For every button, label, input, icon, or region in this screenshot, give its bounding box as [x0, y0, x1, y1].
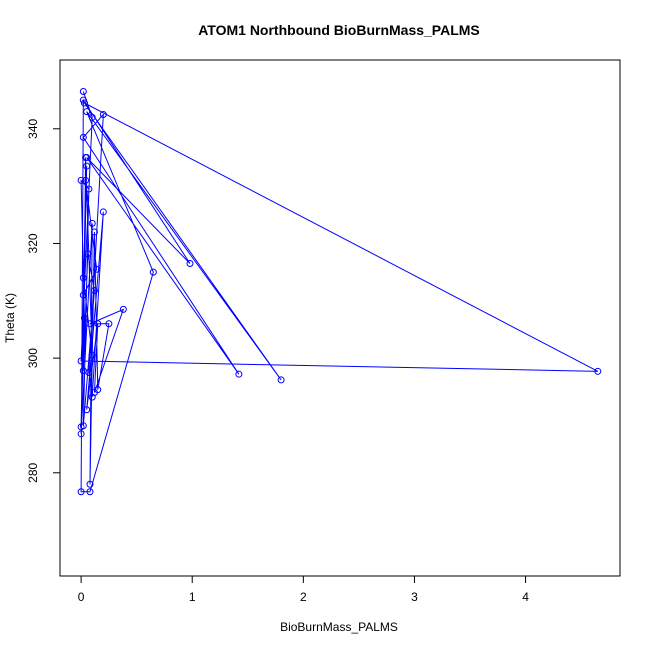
data-point — [86, 320, 94, 328]
data-point — [79, 133, 87, 141]
y-tick-label: 340 — [26, 118, 40, 138]
data-point — [235, 370, 243, 378]
data-point — [93, 265, 101, 273]
data-point — [277, 376, 285, 384]
data-point — [77, 176, 85, 184]
data-point — [105, 320, 113, 328]
x-axis-label: BioBurnMass_PALMS — [280, 620, 398, 634]
data-point — [88, 113, 96, 121]
data-point — [99, 110, 107, 118]
data-point — [86, 480, 94, 488]
data-point — [82, 153, 90, 161]
data-point — [90, 286, 98, 294]
data-point — [79, 96, 87, 104]
data-point — [79, 88, 87, 96]
data-point — [86, 488, 94, 496]
data-point — [119, 305, 127, 313]
x-tick-label: 2 — [300, 590, 307, 604]
data-point — [88, 219, 96, 227]
chart-title: ATOM1 Northbound BioBurnMass_PALMS — [198, 22, 480, 38]
y-tick-label: 320 — [26, 233, 40, 253]
data-point — [79, 274, 87, 282]
x-tick-label: 3 — [411, 590, 418, 604]
data-point — [83, 406, 91, 414]
data-point — [83, 108, 91, 116]
data-point — [88, 351, 96, 359]
data-point — [186, 260, 194, 268]
data-point — [85, 185, 93, 193]
x-axis: 0 1 2 3 4 — [78, 575, 529, 604]
data-point — [77, 488, 85, 496]
data-point — [83, 162, 91, 170]
data-point — [79, 367, 87, 375]
data-point — [94, 320, 102, 328]
data-point — [594, 367, 602, 375]
data-point — [82, 176, 90, 184]
x-tick-label: 4 — [522, 590, 529, 604]
series-layer — [77, 88, 602, 496]
data-point — [79, 291, 87, 299]
data-point — [90, 228, 98, 236]
series-line — [80, 91, 599, 493]
data-point — [77, 430, 85, 438]
y-axis: 280 300 320 340 — [26, 118, 61, 483]
data-point — [99, 208, 107, 216]
y-tick-label: 280 — [26, 462, 40, 482]
x-tick-label: 0 — [78, 590, 85, 604]
data-point — [77, 357, 85, 365]
data-point — [149, 268, 157, 276]
data-point — [79, 422, 87, 430]
y-axis-label: Theta (K) — [3, 293, 17, 343]
data-point — [94, 386, 102, 394]
x-tick-label: 1 — [189, 590, 196, 604]
y-tick-label: 300 — [26, 348, 40, 368]
data-point — [80, 314, 88, 322]
data-point — [84, 250, 92, 258]
